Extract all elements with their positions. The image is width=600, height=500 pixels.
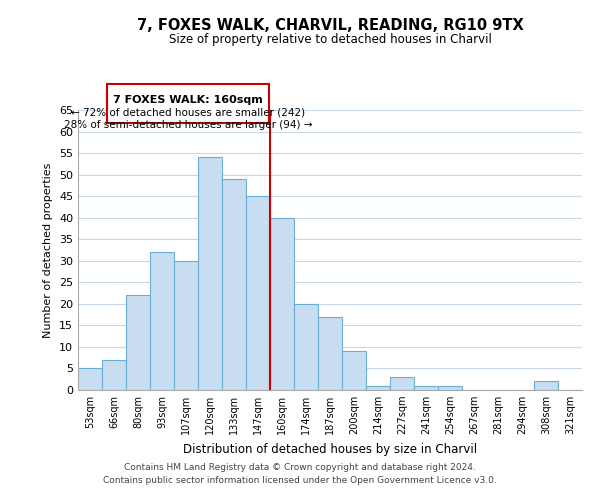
Bar (366, 386, 390, 390)
Text: ← 72% of detached houses are smaller (242): ← 72% of detached houses are smaller (24… (71, 107, 305, 117)
Bar (246, 196, 270, 390)
Bar (150, 252, 174, 390)
Bar (222, 179, 246, 390)
Bar (294, 304, 318, 390)
Bar (534, 382, 558, 390)
FancyBboxPatch shape (107, 84, 269, 123)
Y-axis label: Number of detached properties: Number of detached properties (43, 162, 53, 338)
Bar (174, 261, 198, 390)
Bar (126, 295, 150, 390)
Text: 7, FOXES WALK, CHARVIL, READING, RG10 9TX: 7, FOXES WALK, CHARVIL, READING, RG10 9T… (137, 18, 523, 32)
Text: 28% of semi-detached houses are larger (94) →: 28% of semi-detached houses are larger (… (64, 120, 312, 130)
Text: Contains HM Land Registry data © Crown copyright and database right 2024.
Contai: Contains HM Land Registry data © Crown c… (103, 463, 497, 485)
Bar (198, 158, 222, 390)
Bar (414, 386, 438, 390)
Text: 7 FOXES WALK: 160sqm: 7 FOXES WALK: 160sqm (113, 94, 263, 104)
Bar (270, 218, 294, 390)
Bar (390, 377, 414, 390)
Bar (78, 368, 102, 390)
Bar (438, 386, 462, 390)
Bar (342, 351, 366, 390)
Text: Size of property relative to detached houses in Charvil: Size of property relative to detached ho… (169, 32, 491, 46)
X-axis label: Distribution of detached houses by size in Charvil: Distribution of detached houses by size … (183, 442, 477, 456)
Bar (318, 317, 342, 390)
Bar (102, 360, 126, 390)
